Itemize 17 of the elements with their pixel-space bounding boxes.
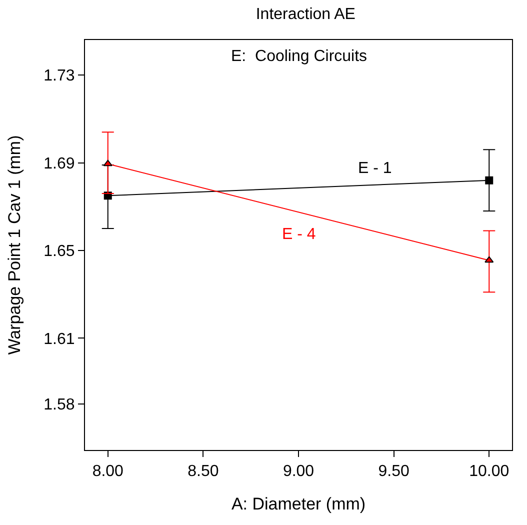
y-tick-label: 1.69 [44, 155, 75, 172]
x-axis-title: A: Diameter (mm) [231, 494, 366, 514]
x-tick-label: 8.00 [92, 463, 124, 480]
x-tick-label: 10.00 [469, 463, 510, 480]
legend-title: E: Cooling Circuits [231, 48, 368, 65]
series-label: E - 4 [282, 226, 316, 243]
y-tick-label: 1.65 [44, 243, 75, 260]
y-axis-title: Warpage Point 1 Cav 1 (mm) [5, 135, 24, 355]
x-tick-label: 8.50 [188, 463, 219, 480]
y-tick-label: 1.61 [44, 330, 75, 348]
x-tick-label: 9.50 [378, 463, 410, 480]
y-tick-label: 1.58 [44, 396, 75, 414]
x-tick-label: 9.00 [282, 463, 314, 480]
chart-title: Interaction AE [256, 6, 356, 24]
series-label: E - 1 [358, 160, 392, 177]
point [485, 176, 494, 184]
y-tick-label: 1.73 [44, 68, 75, 85]
